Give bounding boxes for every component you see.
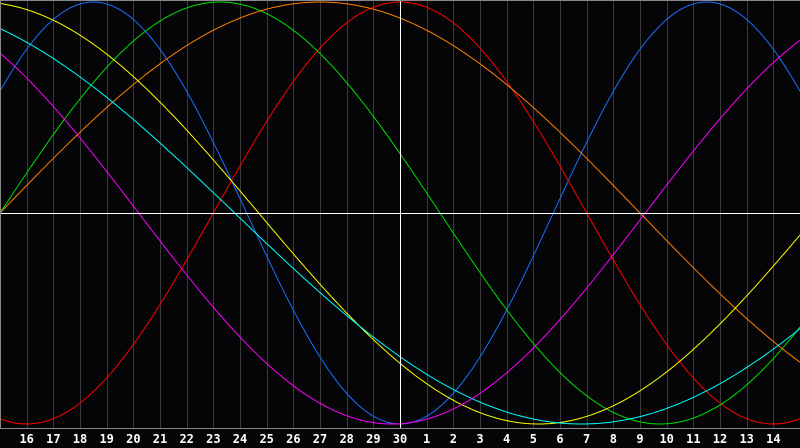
x-tick-label: 6: [556, 432, 563, 446]
x-tick-label: 9: [636, 432, 643, 446]
x-tick-label: 17: [46, 432, 60, 446]
x-tick-label: 25: [259, 432, 273, 446]
x-tick-label: 14: [766, 432, 780, 446]
x-tick-label: 13: [739, 432, 753, 446]
x-tick-label: 19: [99, 432, 113, 446]
x-tick-label: 28: [339, 432, 353, 446]
x-tick-label: 27: [313, 432, 327, 446]
x-tick-label: 10: [659, 432, 673, 446]
x-tick-label: 8: [610, 432, 617, 446]
x-tick-label: 21: [153, 432, 167, 446]
x-tick-label: 20: [126, 432, 140, 446]
x-tick-label: 30: [393, 432, 407, 446]
x-tick-label: 23: [206, 432, 220, 446]
x-tick-label: 29: [366, 432, 380, 446]
x-tick-label: 1: [423, 432, 430, 446]
x-tick-label: 7: [583, 432, 590, 446]
x-tick-label: 5: [530, 432, 537, 446]
x-tick-label: 24: [233, 432, 247, 446]
x-tick-label: 18: [73, 432, 87, 446]
x-tick-label: 2: [450, 432, 457, 446]
x-tick-label: 11: [686, 432, 700, 446]
x-tick-label: 4: [503, 432, 510, 446]
x-tick-labels: 16 17 18 19 20 21 22 23 24 25 26 27 28 29 30 1 2 3 4 5 6 7 8 9 1…: [19, 432, 780, 446]
x-tick-label: 26: [286, 432, 300, 446]
x-tick-label: 3: [476, 432, 483, 446]
x-tick-label: 16: [19, 432, 33, 446]
x-tick-label: 12: [713, 432, 727, 446]
x-tick-label: 22: [179, 432, 193, 446]
